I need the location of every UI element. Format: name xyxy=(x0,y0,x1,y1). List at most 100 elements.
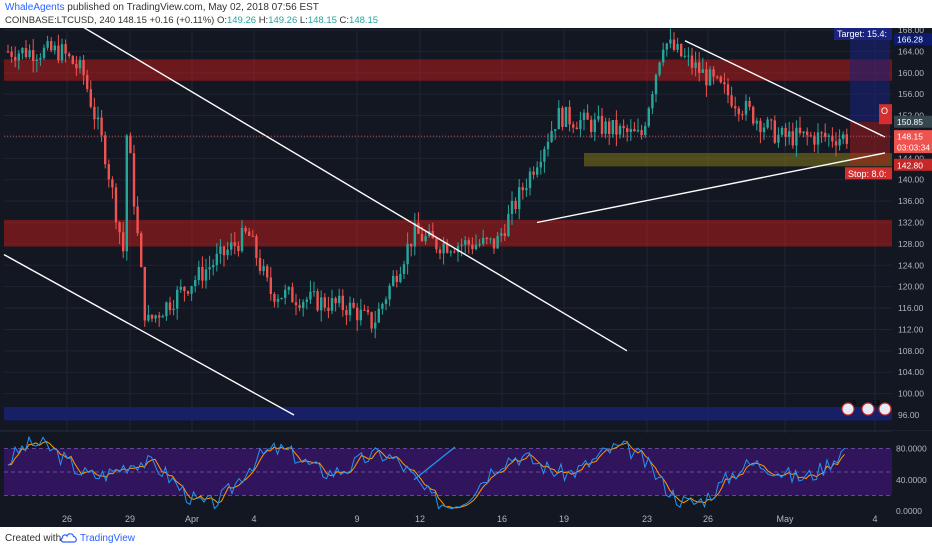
candle-body xyxy=(813,135,816,145)
tradingview-brand-link[interactable]: TradingView xyxy=(80,533,136,544)
price-chart[interactable]: 3 13 96.00 100.00 104.00 108.00 112.00 116.00 12… xyxy=(0,28,932,527)
candle-body xyxy=(698,62,701,73)
candle-body xyxy=(820,132,823,134)
candle-body xyxy=(359,309,362,321)
time-axis-tick-label: 26 xyxy=(703,514,713,524)
candle-body xyxy=(669,39,672,44)
price-axis-tick-label: 132.00 xyxy=(898,218,924,228)
candle-body xyxy=(532,171,535,175)
price-axis-tick-label: 144.00 xyxy=(898,153,924,163)
candle-body xyxy=(726,84,730,96)
candle-body xyxy=(10,51,13,57)
candle-body xyxy=(770,119,773,121)
zone-support xyxy=(4,219,892,247)
candle-body xyxy=(838,139,841,146)
candle-body xyxy=(680,44,683,57)
time-axis-tick-label: 23 xyxy=(642,514,652,524)
candle-body xyxy=(93,106,96,120)
candle-body xyxy=(363,309,366,311)
candle-body xyxy=(14,56,17,61)
candle-body xyxy=(708,69,712,86)
close-label: C: xyxy=(339,15,350,26)
candle-body xyxy=(161,316,164,318)
candle-body xyxy=(258,258,262,271)
candle-body xyxy=(503,233,506,237)
price-axis-tick-label: 116.00 xyxy=(898,303,924,313)
candle-body xyxy=(464,240,467,245)
candle-body xyxy=(683,55,686,57)
candle-body xyxy=(190,286,193,294)
candle-body xyxy=(449,251,452,253)
candle-body xyxy=(186,291,190,294)
candle-body xyxy=(129,135,132,154)
candle-body xyxy=(816,132,820,145)
candle-body xyxy=(438,249,442,254)
candle-body xyxy=(284,289,287,298)
high-label: H: xyxy=(258,15,269,26)
entry-level-tag-bg xyxy=(894,115,932,128)
candle-body xyxy=(543,149,546,162)
candle-body xyxy=(806,131,809,136)
high-value: 149.26 xyxy=(268,15,298,26)
price-axis-tick-label: 112.00 xyxy=(898,324,924,334)
price-axis-tick-label: 136.00 xyxy=(898,196,924,206)
candle-body xyxy=(24,48,28,58)
entry-level-tag: 150.85 xyxy=(897,117,923,127)
candle-body xyxy=(39,58,42,60)
candle-body xyxy=(165,302,168,317)
candle-body xyxy=(302,301,305,308)
candle-body xyxy=(316,291,319,311)
time-axis-tick-label: 9 xyxy=(354,514,359,524)
candle-body xyxy=(266,266,269,278)
candle-body xyxy=(237,245,240,252)
target-level-tag-bg xyxy=(894,33,932,46)
candle-body xyxy=(64,44,67,54)
stoch-d-line xyxy=(7,441,845,509)
candle-body xyxy=(662,49,665,63)
candle-body xyxy=(834,141,838,146)
candle-body xyxy=(356,307,359,321)
candle-body xyxy=(507,213,510,237)
candle-body xyxy=(845,134,848,144)
stop-label: Stop: 8.0: xyxy=(848,169,887,179)
author-link[interactable]: WhaleAgents xyxy=(5,2,65,13)
candle-body xyxy=(730,95,733,107)
candle-body xyxy=(658,62,661,75)
candle-body xyxy=(471,244,474,250)
candle-body xyxy=(647,108,650,127)
candle-body xyxy=(75,63,78,69)
candle-body xyxy=(629,128,632,133)
candle-body xyxy=(17,53,20,61)
candle-body xyxy=(831,135,834,142)
low-label: L: xyxy=(299,15,308,26)
candle-body xyxy=(370,312,373,329)
candle-body xyxy=(827,135,830,137)
candle-body xyxy=(348,302,352,316)
stop-level-tag: 142.80 xyxy=(897,160,923,170)
candle-body xyxy=(154,315,157,319)
candle-body xyxy=(323,297,326,308)
stoch-k-line xyxy=(7,435,845,510)
tradingview-cloud-icon xyxy=(60,533,77,543)
time-axis-tick-label: 26 xyxy=(62,514,72,524)
candle-body xyxy=(791,131,794,146)
candle-body xyxy=(100,117,103,136)
stop-zone xyxy=(850,121,890,165)
target-label-bg xyxy=(834,28,892,40)
candle-body xyxy=(417,223,420,234)
candle-body xyxy=(240,227,244,252)
candle-body xyxy=(222,246,226,256)
candle-body xyxy=(388,285,391,300)
candle-body xyxy=(89,89,92,107)
candle-body xyxy=(784,127,787,137)
candle-body xyxy=(672,39,676,50)
candle-body xyxy=(143,267,146,321)
candle-body xyxy=(521,187,524,191)
price-axis-tick-label: 124.00 xyxy=(898,260,924,270)
price-axis-tick-label: 140.00 xyxy=(898,175,924,185)
candle-body xyxy=(485,237,488,240)
trend-line xyxy=(83,28,628,352)
stoch-axis-bg xyxy=(892,431,932,513)
candle-body xyxy=(557,107,560,130)
candle-body xyxy=(413,223,416,247)
